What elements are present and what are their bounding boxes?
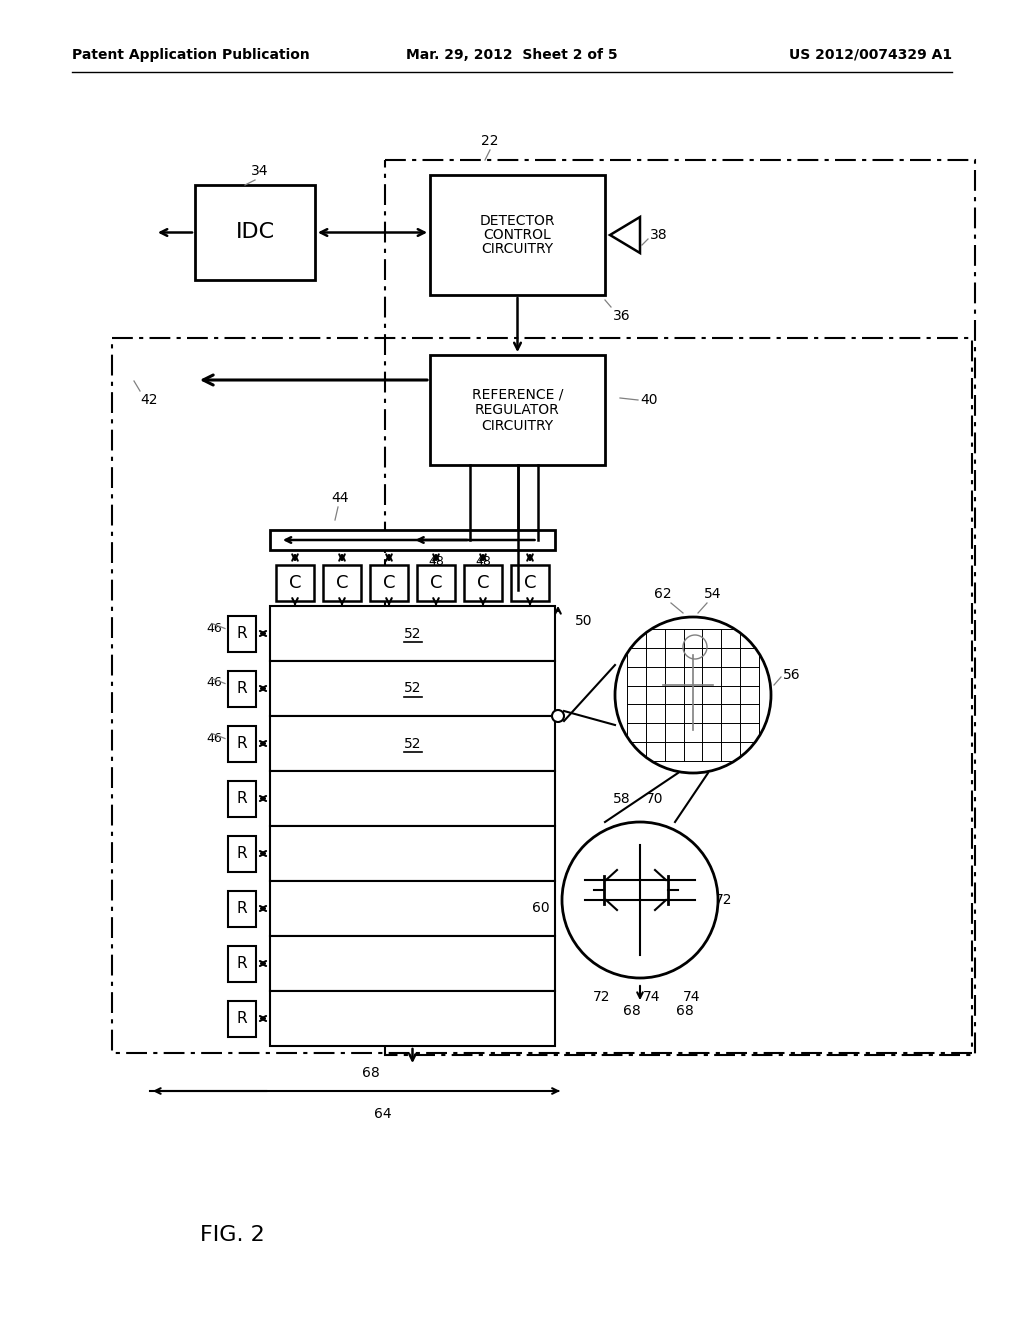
Text: 40: 40: [640, 393, 657, 407]
Bar: [370, 565, 408, 601]
Bar: [228, 615, 256, 652]
Bar: [228, 780, 256, 817]
Text: 54: 54: [705, 587, 722, 601]
Text: R: R: [237, 956, 248, 972]
Text: R: R: [237, 681, 248, 696]
Text: IDC: IDC: [236, 223, 274, 243]
Text: C: C: [289, 574, 301, 591]
Text: R: R: [237, 791, 248, 807]
Bar: [270, 771, 555, 826]
Text: US 2012/0074329 A1: US 2012/0074329 A1: [788, 48, 952, 62]
Text: 68: 68: [361, 1067, 379, 1080]
Text: 64: 64: [374, 1107, 391, 1121]
Text: CIRCUITRY: CIRCUITRY: [481, 418, 554, 433]
Text: 52: 52: [403, 627, 421, 640]
Text: C: C: [430, 574, 442, 591]
Bar: [270, 826, 555, 880]
Circle shape: [552, 710, 564, 722]
Circle shape: [615, 616, 771, 774]
Text: 52: 52: [403, 737, 421, 751]
Text: 48: 48: [428, 554, 444, 568]
Text: 72: 72: [715, 894, 732, 907]
Text: C: C: [336, 574, 348, 591]
Text: 50: 50: [575, 614, 593, 628]
Text: CIRCUITRY: CIRCUITRY: [481, 242, 554, 256]
Text: 22: 22: [481, 135, 499, 148]
Text: FIG. 2: FIG. 2: [200, 1225, 265, 1245]
Text: 52: 52: [403, 681, 421, 696]
Text: C: C: [477, 574, 489, 591]
Text: 46: 46: [206, 622, 222, 635]
Bar: [323, 565, 361, 601]
Text: 68: 68: [624, 1005, 641, 1018]
Text: 58: 58: [613, 792, 631, 807]
Bar: [228, 671, 256, 706]
Text: REFERENCE /: REFERENCE /: [472, 387, 563, 401]
Text: Mar. 29, 2012  Sheet 2 of 5: Mar. 29, 2012 Sheet 2 of 5: [407, 48, 617, 62]
Text: C: C: [523, 574, 537, 591]
Text: 74: 74: [683, 990, 700, 1005]
Text: R: R: [237, 846, 248, 861]
Text: 42: 42: [140, 393, 158, 407]
Text: CONTROL: CONTROL: [483, 228, 551, 242]
Bar: [270, 715, 555, 771]
Text: R: R: [237, 626, 248, 642]
Text: DETECTOR: DETECTOR: [480, 214, 555, 228]
Bar: [270, 991, 555, 1045]
Text: R: R: [237, 902, 248, 916]
Text: 72: 72: [593, 990, 610, 1005]
Text: R: R: [237, 1011, 248, 1026]
Bar: [270, 880, 555, 936]
Bar: [195, 185, 315, 280]
Text: 70: 70: [646, 792, 664, 807]
Text: 74: 74: [643, 990, 660, 1005]
Bar: [464, 565, 502, 601]
Bar: [511, 565, 549, 601]
Text: R: R: [237, 737, 248, 751]
Bar: [417, 565, 455, 601]
Text: 48: 48: [475, 554, 490, 568]
Text: 46: 46: [206, 731, 222, 744]
Text: 34: 34: [251, 164, 268, 178]
Bar: [276, 565, 314, 601]
Bar: [270, 606, 555, 661]
Bar: [430, 176, 605, 294]
Circle shape: [562, 822, 718, 978]
Bar: [270, 661, 555, 715]
Bar: [270, 936, 555, 991]
Bar: [228, 726, 256, 762]
Bar: [112, 338, 972, 1053]
Text: 38: 38: [650, 228, 668, 242]
Text: 60: 60: [532, 902, 550, 915]
Text: 36: 36: [613, 309, 631, 323]
Bar: [228, 1001, 256, 1036]
Bar: [270, 531, 555, 550]
Text: REGULATOR: REGULATOR: [475, 403, 560, 417]
Text: 68: 68: [676, 1005, 694, 1018]
Text: 56: 56: [783, 668, 801, 682]
Bar: [385, 160, 975, 1055]
Text: 44: 44: [331, 491, 349, 506]
Bar: [430, 355, 605, 465]
Bar: [228, 891, 256, 927]
Bar: [228, 836, 256, 871]
Text: Patent Application Publication: Patent Application Publication: [72, 48, 309, 62]
Text: C: C: [383, 574, 395, 591]
Text: 46: 46: [206, 676, 222, 689]
Polygon shape: [610, 216, 640, 253]
Text: 62: 62: [654, 587, 672, 601]
Bar: [228, 945, 256, 982]
